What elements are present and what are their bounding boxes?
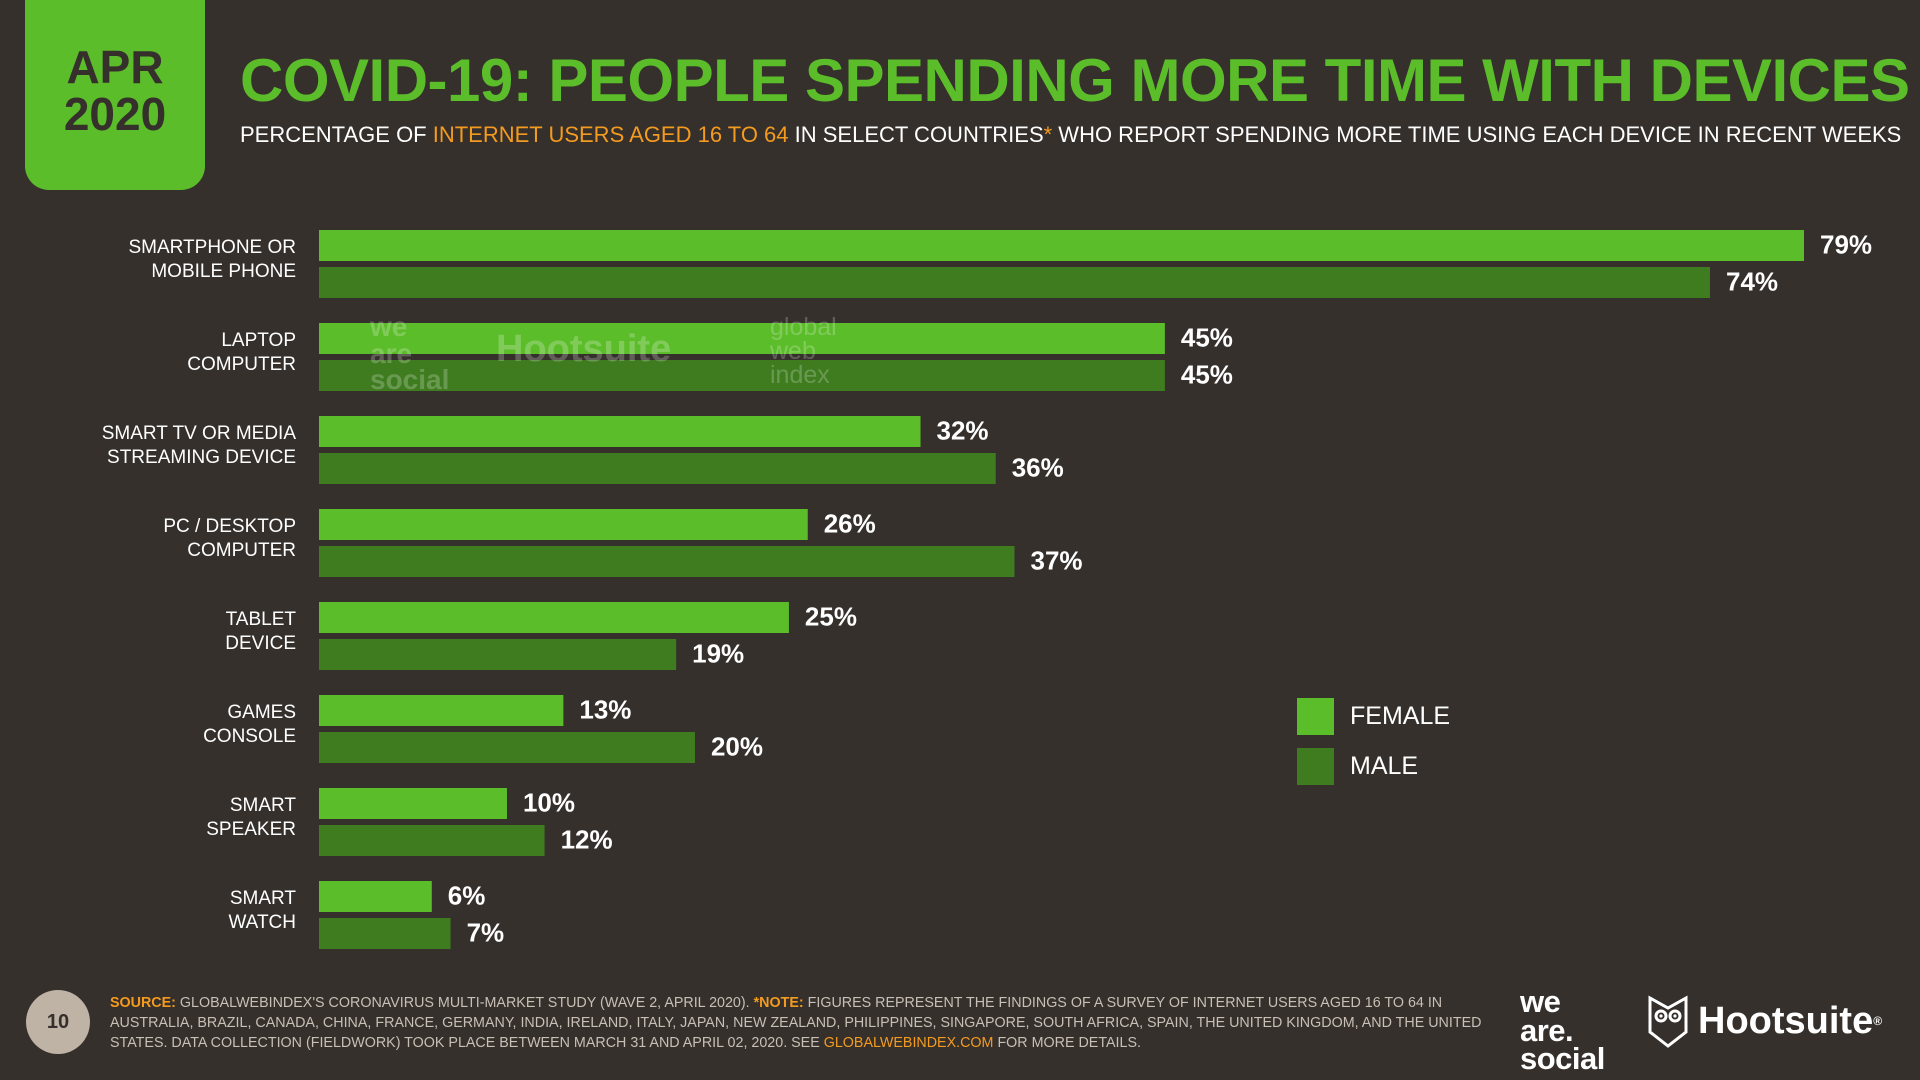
subtitle-part-a: PERCENTAGE OF xyxy=(240,122,433,147)
data-label-female: 25% xyxy=(805,601,857,631)
subtitle-highlight: INTERNET USERS AGED 16 TO 64 xyxy=(432,122,789,147)
logo-was-line3: social xyxy=(1520,1041,1605,1077)
category-label: MOBILE PHONE xyxy=(151,261,296,282)
legend-swatch-male xyxy=(1297,747,1334,785)
bar-female xyxy=(319,416,921,447)
date-month: APR xyxy=(66,41,164,94)
category-label: COMPUTER xyxy=(187,540,296,561)
bar-male xyxy=(319,918,451,949)
logo-was-line2: are. xyxy=(1520,1012,1574,1048)
logo-hootsuite-mark: ® xyxy=(1873,1014,1883,1028)
logo-was-line1: we xyxy=(1520,984,1561,1019)
bar-female xyxy=(319,695,564,726)
category-label: SMART xyxy=(230,888,297,909)
data-label-female: 6% xyxy=(448,880,486,910)
category-label: LAPTOP xyxy=(221,330,296,351)
bar-male xyxy=(319,360,1165,391)
data-label-male: 20% xyxy=(711,731,763,761)
data-label-male: 36% xyxy=(1012,452,1064,482)
data-label-male: 7% xyxy=(467,917,505,947)
category-label: GAMES xyxy=(227,702,296,723)
bar-female xyxy=(319,323,1165,354)
category-label: COMPUTER xyxy=(187,354,296,375)
legend-item-male: MALE xyxy=(1297,747,1450,785)
data-label-female: 45% xyxy=(1181,322,1233,352)
date-badge: APR 2020 xyxy=(25,0,205,190)
category-label: WATCH xyxy=(228,912,296,933)
bar-female xyxy=(319,509,808,540)
source-tail: FOR MORE DETAILS. xyxy=(993,1035,1141,1051)
legend-swatch-female xyxy=(1297,697,1334,735)
bar-male xyxy=(319,546,1015,577)
category-label: CONSOLE xyxy=(203,726,296,747)
source-text: GLOBALWEBINDEX'S CORONAVIRUS MULTI-MARKE… xyxy=(175,995,754,1011)
data-label-female: 13% xyxy=(579,694,631,724)
data-label-male: 45% xyxy=(1181,359,1233,389)
bar-female xyxy=(319,788,507,819)
logo-hootsuite-text: Hootsuite xyxy=(1698,999,1874,1042)
legend-item-female: FEMALE xyxy=(1297,697,1451,735)
data-label-male: 74% xyxy=(1726,266,1778,296)
data-label-male: 37% xyxy=(1031,545,1083,575)
bar-male xyxy=(319,732,695,763)
bar-male xyxy=(319,825,545,856)
data-label-female: 26% xyxy=(824,508,876,538)
legend-label-male: MALE xyxy=(1350,751,1419,780)
data-label-male: 19% xyxy=(692,638,744,668)
category-label: STREAMING DEVICE xyxy=(107,447,296,468)
bar-female xyxy=(319,881,432,912)
data-label-male: 12% xyxy=(561,824,613,854)
owl-icon xyxy=(1648,995,1688,1048)
data-label-female: 79% xyxy=(1820,229,1872,259)
bar-chart: SMARTPHONE OR MOBILE PHONE 79% 74% LAPTOP COM… xyxy=(102,229,1872,949)
category-label: SMARTPHONE OR xyxy=(128,237,296,258)
bar-male xyxy=(319,639,677,670)
category-label: PC / DESKTOP xyxy=(163,516,296,537)
page-subtitle: PERCENTAGE OF INTERNET USERS AGED 16 TO … xyxy=(240,122,1902,148)
category-label: TABLET xyxy=(226,609,297,630)
bar-female xyxy=(319,602,789,633)
source-link[interactable]: GLOBALWEBINDEX.COM xyxy=(823,1035,994,1051)
category-label: DEVICE xyxy=(225,633,296,654)
subtitle-asterisk: * xyxy=(1043,122,1053,147)
page-number: 10 xyxy=(26,990,90,1054)
bar-female xyxy=(319,230,1804,261)
subtitle-part-b: IN SELECT COUNTRIES xyxy=(788,122,1044,147)
chart-legend: FEMALE MALE xyxy=(1297,697,1451,798)
source-note: SOURCE: GLOBALWEBINDEX'S CORONAVIRUS MUL… xyxy=(110,993,1490,1053)
bar-male xyxy=(319,453,996,484)
source-label: SOURCE: xyxy=(110,995,176,1011)
note-label: *NOTE: xyxy=(753,995,804,1011)
hootsuite-logo: Hootsuite ® xyxy=(1648,994,1882,1048)
note-text: FIGURES REPRESENT THE FINDINGS OF A SURV… xyxy=(110,995,1482,1051)
bar-male xyxy=(319,267,1711,298)
subtitle-part-c: WHO REPORT SPENDING MORE TIME USING EACH… xyxy=(1052,122,1902,147)
category-label: SMART TV OR MEDIA xyxy=(102,423,297,444)
date-year: 2020 xyxy=(63,88,167,140)
legend-label-female: FEMALE xyxy=(1350,701,1451,730)
category-label: SMART xyxy=(230,795,297,816)
data-label-female: 32% xyxy=(937,415,989,445)
we-are-social-logo: we are. social xyxy=(1520,984,1605,1077)
data-label-female: 10% xyxy=(523,787,575,817)
page-title: COVID-19: PEOPLE SPENDING MORE TIME WITH… xyxy=(240,47,1910,114)
category-label: SPEAKER xyxy=(206,819,296,840)
